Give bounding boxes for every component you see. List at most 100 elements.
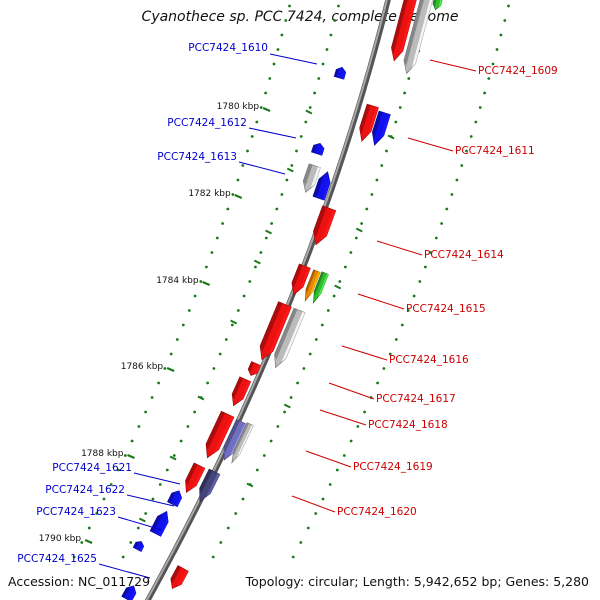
- guide-dot: [314, 338, 318, 341]
- gene-label-leader: [269, 53, 318, 65]
- guide-dot: [382, 367, 386, 370]
- gene-feature: [259, 301, 292, 361]
- guide-dot: [211, 555, 215, 559]
- gene-arrow-shade: [121, 587, 131, 598]
- gene-label-leader: [117, 516, 163, 531]
- gene-arrow-bevel: [158, 517, 169, 537]
- gene-feature: [170, 565, 189, 590]
- guide-dot: [250, 135, 254, 138]
- guide-dot: [210, 251, 214, 254]
- guide-dot: [255, 120, 259, 124]
- gene-label-reverse: PCC7424_1616: [389, 354, 469, 366]
- guide-dot: [275, 207, 279, 211]
- guide-dot: [206, 381, 210, 385]
- guide-dot: [158, 483, 162, 486]
- gene-label-leader: [238, 161, 286, 175]
- gene-arrow-bevel: [379, 113, 391, 140]
- guide-dot: [236, 178, 240, 182]
- gene-feature: [313, 271, 329, 304]
- gene-arrow-body: [274, 307, 306, 369]
- gene-feature: [359, 103, 379, 142]
- guide-dot: [241, 164, 245, 167]
- guide-dot: [335, 468, 339, 472]
- gene-arrow-bevel: [438, 0, 443, 8]
- genome-backbone: [144, 0, 391, 600]
- gene-label-leader: [376, 240, 423, 256]
- guide-dot: [150, 396, 154, 399]
- guide-dot: [121, 555, 125, 559]
- gene-arrow-bevel: [310, 166, 321, 188]
- guide-dot: [403, 91, 406, 95]
- guide-dot: [332, 294, 336, 298]
- guide-dot: [276, 48, 280, 51]
- guide-dot: [317, 77, 321, 80]
- guide-dot: [289, 396, 293, 399]
- gene-arrow-shade: [372, 111, 383, 138]
- guide-dot: [349, 439, 353, 443]
- guide-dot: [246, 149, 249, 153]
- gene-label-forward: PCC7424_1621: [52, 462, 132, 474]
- guide-dot: [226, 526, 230, 530]
- gene-label-reverse: PCC7424_1620: [337, 506, 417, 518]
- guide-dot: [418, 280, 422, 283]
- guide-dot: [412, 294, 416, 298]
- genome-summary-label: Topology: circular; Length: 5,942,652 bp…: [245, 574, 589, 589]
- guide-dot: [460, 164, 464, 167]
- gene-feature: [167, 490, 183, 508]
- gene-label-forward: PCC7424_1625: [17, 553, 97, 565]
- guide-dot: [465, 149, 468, 153]
- gene-arrow-shade: [291, 263, 303, 288]
- gene-arrow-shade: [223, 419, 240, 453]
- gene-arrow-bevel: [254, 364, 261, 375]
- gene-feature: [199, 468, 221, 502]
- guide-dot: [269, 439, 273, 443]
- guide-dot: [321, 62, 325, 66]
- guide-dot: [285, 178, 289, 182]
- guide-dot: [172, 454, 176, 457]
- guide-dot: [151, 497, 155, 501]
- guide-dot: [320, 323, 324, 327]
- backbone-highlight: [145, 0, 388, 600]
- guide-dot: [455, 178, 459, 182]
- gene-arrow-shade: [199, 469, 213, 494]
- tick-dash: [169, 455, 177, 461]
- guide-dot: [406, 309, 410, 312]
- guide-dot: [264, 91, 267, 95]
- guide-dot: [241, 497, 245, 501]
- gene-arrow-shade: [391, 0, 408, 54]
- guide-dot: [370, 193, 374, 196]
- gene-feature: [274, 307, 306, 369]
- guide-dot: [314, 512, 318, 515]
- gene-arrow-bevel: [367, 106, 379, 136]
- gene-arrow-bevel: [411, 0, 433, 68]
- gene-label-leader: [98, 563, 151, 579]
- guide-dot: [302, 367, 306, 370]
- gene-arrow-shade: [150, 515, 163, 533]
- guide-dot: [136, 526, 140, 530]
- scale-tick: [166, 366, 175, 373]
- gene-arrow-shade: [260, 301, 283, 352]
- guide-dot: [123, 454, 127, 457]
- gene-label-leader: [357, 293, 405, 310]
- guide-dot: [333, 19, 337, 22]
- guide-dot: [283, 410, 286, 414]
- gene-feature: [149, 510, 169, 537]
- guide-dot: [221, 222, 225, 225]
- guide-dot: [259, 106, 263, 109]
- gene-label-leader: [248, 127, 297, 139]
- gene-feature: [231, 422, 254, 464]
- guide-dot: [144, 512, 148, 515]
- scale-tick: [262, 106, 271, 113]
- guide-dot: [299, 135, 303, 138]
- gene-arrow-shade: [306, 269, 316, 295]
- gene-label-reverse: PCC7424_1619: [353, 461, 433, 473]
- gene-label-leader: [319, 409, 367, 426]
- gene-label-reverse: PCC7424_1609: [478, 65, 558, 77]
- guide-dot: [212, 367, 216, 370]
- guide-dot: [495, 48, 499, 51]
- guide-dot: [186, 425, 190, 428]
- tick-dash: [355, 227, 363, 233]
- guide-dot: [80, 541, 84, 544]
- guide-dot: [288, 4, 291, 8]
